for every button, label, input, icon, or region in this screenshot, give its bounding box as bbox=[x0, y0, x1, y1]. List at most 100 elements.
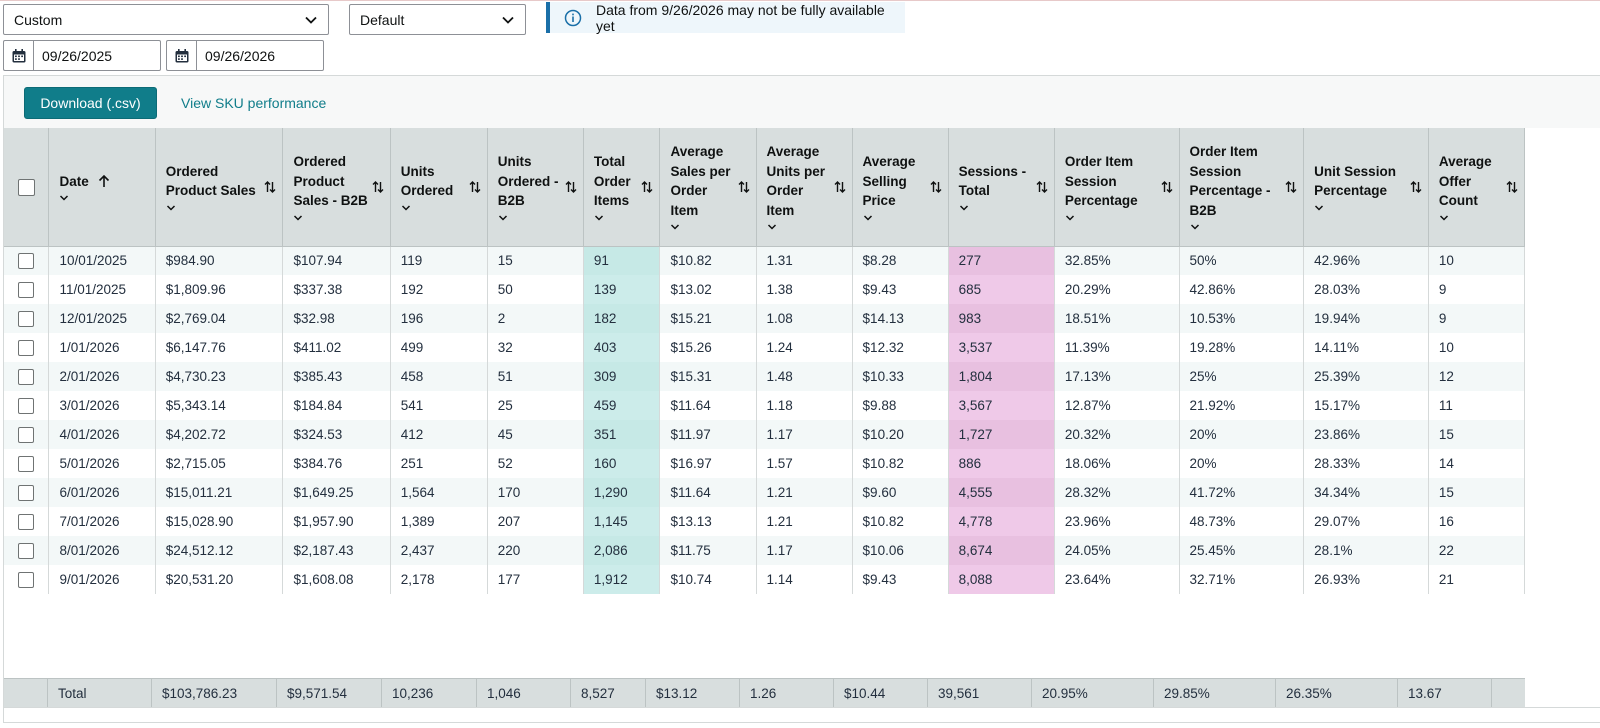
row-checkbox[interactable] bbox=[18, 252, 35, 269]
table-row[interactable]: 4/01/2026 $4,202.72 $324.53 412 45 351 $11.97 1… bbox=[4, 420, 1526, 449]
compare-select[interactable]: Default bbox=[349, 4, 526, 35]
row-checkbox[interactable] bbox=[18, 455, 35, 472]
column-header-4[interactable]: Units Ordered - B2B bbox=[487, 128, 584, 247]
chevron-down-icon[interactable] bbox=[1190, 223, 1282, 231]
calendar-icon[interactable] bbox=[166, 40, 196, 71]
table-cell: 10 bbox=[1428, 333, 1526, 362]
table-cell: 1.17 bbox=[756, 536, 853, 565]
column-header-13[interactable]: Average Offer Count bbox=[1428, 128, 1526, 247]
sort-icon[interactable] bbox=[738, 179, 750, 195]
sort-icon[interactable] bbox=[930, 179, 942, 195]
table-cell: 458 bbox=[390, 362, 488, 391]
row-checkbox[interactable] bbox=[18, 426, 35, 443]
row-checkbox[interactable] bbox=[18, 397, 35, 414]
table-cell: 1,389 bbox=[390, 507, 488, 536]
column-header-6[interactable]: Average Sales per Order Item bbox=[659, 128, 757, 247]
table-cell: 4,778 bbox=[948, 507, 1055, 536]
table-cell: 9 bbox=[1428, 275, 1526, 304]
chevron-down-icon[interactable] bbox=[293, 214, 367, 222]
sort-icon[interactable] bbox=[1161, 179, 1173, 195]
chevron-down-icon[interactable] bbox=[498, 214, 561, 222]
chevron-down-icon[interactable] bbox=[863, 214, 926, 222]
sort-icon[interactable] bbox=[641, 179, 653, 195]
table-row[interactable]: 1/01/2026 $6,147.76 $411.02 499 32 403 $15.26 1… bbox=[4, 333, 1526, 362]
sort-icon[interactable] bbox=[1285, 179, 1297, 195]
chevron-down-icon bbox=[304, 13, 318, 27]
chevron-down-icon[interactable] bbox=[166, 204, 261, 212]
column-header-label: Unit Session Percentage bbox=[1314, 163, 1396, 199]
sort-icon[interactable] bbox=[264, 179, 276, 195]
column-header-7[interactable]: Average Units per Order Item bbox=[756, 128, 853, 247]
sort-icon[interactable] bbox=[1410, 179, 1422, 195]
compare-select-value: Default bbox=[360, 11, 405, 28]
table-cell: 28.03% bbox=[1303, 275, 1429, 304]
table-row[interactable]: 11/01/2025 $1,809.96 $337.38 192 50 139 $13.02… bbox=[4, 275, 1526, 304]
download-csv-button[interactable]: Download (.csv) bbox=[24, 87, 157, 119]
calendar-icon[interactable] bbox=[3, 40, 33, 71]
end-date-input[interactable] bbox=[196, 40, 324, 71]
table-row[interactable]: 3/01/2026 $5,343.14 $184.84 541 25 459 $11.64 1… bbox=[4, 391, 1526, 420]
table-row[interactable]: 6/01/2026 $15,011.21 $1,649.25 1,564 170 1,29… bbox=[4, 478, 1526, 507]
table-row[interactable]: 8/01/2026 $24,512.12 $2,187.43 2,437 220 2,08… bbox=[4, 536, 1526, 565]
column-header-0[interactable]: Date bbox=[48, 128, 156, 247]
sort-icon[interactable] bbox=[1036, 179, 1048, 195]
column-header-text: Order Item Session Percentage - B2B bbox=[1190, 142, 1282, 231]
column-header-label: Sessions - Total bbox=[958, 163, 1027, 199]
chevron-down-icon[interactable] bbox=[767, 223, 830, 231]
table-cell: $384.76 bbox=[282, 449, 391, 478]
chevron-down-icon[interactable] bbox=[594, 214, 638, 222]
column-header-8[interactable]: Average Selling Price bbox=[852, 128, 949, 247]
table-cell: 50% bbox=[1179, 246, 1305, 275]
date-range-select[interactable]: Custom bbox=[3, 4, 329, 35]
column-header-text: Average Selling Price bbox=[863, 152, 926, 222]
table-row[interactable]: 5/01/2026 $2,715.05 $384.76 251 52 160 $16.97 1… bbox=[4, 449, 1526, 478]
totals-cell: 1,046 bbox=[477, 679, 571, 708]
column-header-1[interactable]: Ordered Product Sales bbox=[155, 128, 284, 247]
table-cell: 20.29% bbox=[1054, 275, 1180, 304]
chevron-down-icon[interactable] bbox=[59, 194, 148, 202]
column-header-label: Average Sales per Order Item bbox=[670, 144, 731, 218]
chevron-down-icon[interactable] bbox=[1065, 214, 1157, 222]
column-header-12[interactable]: Unit Session Percentage bbox=[1303, 128, 1429, 247]
chevron-down-icon[interactable] bbox=[1439, 214, 1502, 222]
table-row[interactable]: 7/01/2026 $15,028.90 $1,957.90 1,389 207 1,14… bbox=[4, 507, 1526, 536]
chevron-down-icon[interactable] bbox=[401, 204, 465, 212]
sort-icon[interactable] bbox=[834, 179, 846, 195]
select-all-checkbox[interactable] bbox=[17, 178, 35, 196]
column-header-2[interactable]: Ordered Product Sales - B2B bbox=[282, 128, 391, 247]
view-sku-performance-link[interactable]: View SKU performance bbox=[181, 95, 327, 111]
arrow-up-icon[interactable] bbox=[89, 174, 111, 189]
table-cell: $9.43 bbox=[852, 275, 949, 304]
table-row[interactable]: 9/01/2026 $20,531.20 $1,608.08 2,178 177 1,91… bbox=[4, 565, 1526, 594]
column-header-3[interactable]: Units Ordered bbox=[390, 128, 488, 247]
row-checkbox[interactable] bbox=[18, 542, 35, 559]
sort-icon[interactable] bbox=[372, 179, 384, 195]
row-checkbox[interactable] bbox=[18, 310, 35, 327]
table-row[interactable]: 10/01/2025 $984.90 $107.94 119 15 91 $10.82 1.3… bbox=[4, 246, 1526, 275]
row-checkbox[interactable] bbox=[18, 484, 35, 501]
chevron-down-icon[interactable] bbox=[959, 204, 1032, 212]
row-checkbox[interactable] bbox=[18, 571, 35, 588]
table-cell: 91 bbox=[583, 246, 661, 275]
table-row[interactable]: 12/01/2025 $2,769.04 $32.98 196 2 182 $15.21 1.… bbox=[4, 304, 1526, 333]
row-checkbox[interactable] bbox=[18, 368, 35, 385]
column-header-11[interactable]: Order Item Session Percentage - B2B bbox=[1179, 128, 1305, 247]
table-cell: 4,555 bbox=[948, 478, 1055, 507]
column-header-9[interactable]: Sessions - Total bbox=[948, 128, 1055, 247]
column-header-5[interactable]: Total Order Items bbox=[583, 128, 661, 247]
row-checkbox[interactable] bbox=[18, 513, 35, 530]
table-row[interactable]: 2/01/2026 $4,730.23 $385.43 458 51 309 $15.31 1… bbox=[4, 362, 1526, 391]
column-header-10[interactable]: Order Item Session Percentage bbox=[1054, 128, 1180, 247]
row-checkbox[interactable] bbox=[18, 339, 35, 356]
sort-icon[interactable] bbox=[565, 179, 577, 195]
row-select-cell bbox=[4, 304, 50, 333]
row-checkbox[interactable] bbox=[18, 281, 35, 298]
sort-icon[interactable] bbox=[1506, 179, 1518, 195]
totals-cell: Total bbox=[48, 679, 152, 708]
sort-icon[interactable] bbox=[469, 179, 481, 195]
start-date-input[interactable] bbox=[33, 40, 161, 71]
table-cell: 32.71% bbox=[1179, 565, 1305, 594]
chevron-down-icon[interactable] bbox=[1314, 204, 1406, 212]
info-icon bbox=[564, 9, 582, 27]
chevron-down-icon[interactable] bbox=[670, 223, 733, 231]
